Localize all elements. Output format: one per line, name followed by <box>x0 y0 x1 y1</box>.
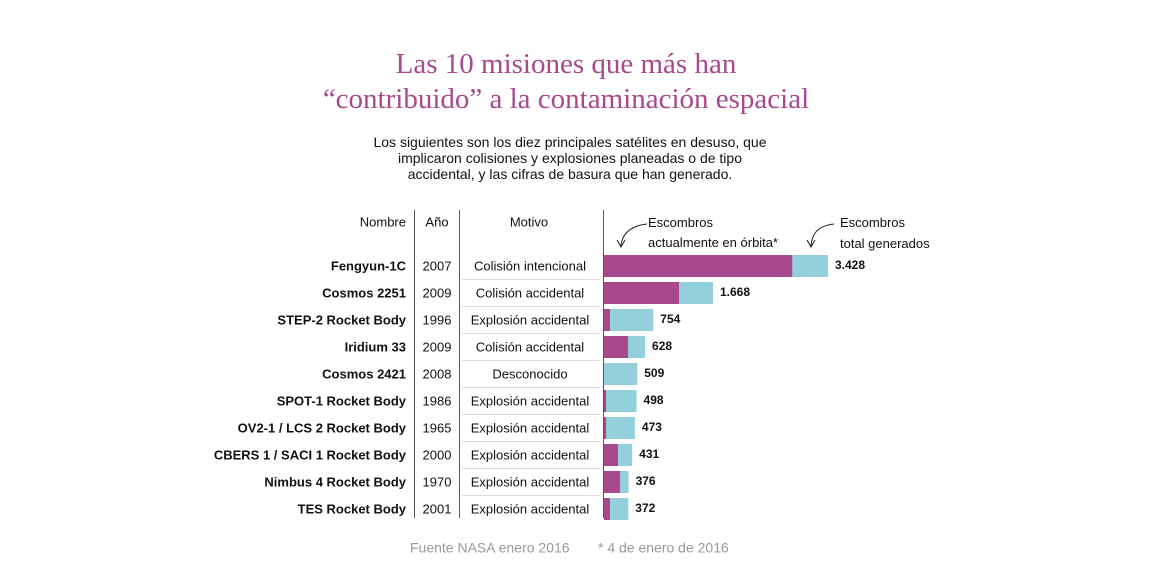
row-name: Nimbus 4 Rocket Body <box>264 474 406 489</box>
row-name: Iridium 33 <box>345 339 406 354</box>
value-label: 372 <box>635 501 655 515</box>
row-year: 2001 <box>423 501 452 516</box>
row-motive: Explosión accidental <box>471 474 590 489</box>
row-motive: Explosión accidental <box>471 447 590 462</box>
row-year: 2000 <box>423 447 452 462</box>
row-year: 2009 <box>423 285 452 300</box>
row-year: 2008 <box>423 366 452 381</box>
value-label: 498 <box>644 393 664 407</box>
row-name: Fengyun-1C <box>331 258 407 273</box>
row-motive: Explosión accidental <box>471 312 590 327</box>
bar <box>604 417 607 439</box>
legend-arrow <box>806 223 835 249</box>
row-motive: Explosión accidental <box>471 501 590 516</box>
row-name: Cosmos 2251 <box>322 285 406 300</box>
row-name: TES Rocket Body <box>298 501 407 516</box>
chart-subtitle: Los siguientes son los diez principales … <box>373 134 766 182</box>
column-header: Año <box>425 214 448 229</box>
value-label: 509 <box>644 366 664 380</box>
row-motive: Colisión accidental <box>476 285 585 300</box>
value-label: 3.428 <box>835 258 865 272</box>
footer-note: * 4 de enero de 2016 <box>598 540 729 556</box>
row-year: 1970 <box>423 474 452 489</box>
row-motive: Desconocido <box>492 366 567 381</box>
value-label: 473 <box>642 420 662 434</box>
row-motive: Explosión accidental <box>471 420 590 435</box>
bar <box>604 390 637 412</box>
value-label: 431 <box>639 447 659 461</box>
row-name: OV2-1 / LCS 2 Rocket Body <box>238 420 407 435</box>
row-year: 1996 <box>423 312 452 327</box>
value-label: 754 <box>660 312 680 326</box>
row-motive: Colisión intencional <box>474 258 586 273</box>
row-year: 2009 <box>423 339 452 354</box>
row-name: STEP-2 Rocket Body <box>277 312 406 327</box>
bar <box>604 498 629 520</box>
chart-title: Las 10 misiones que más han “contribuido”… <box>323 48 809 115</box>
column-header: Nombre <box>360 214 406 229</box>
row-year: 1965 <box>423 420 452 435</box>
bar <box>604 471 621 493</box>
footer-source: Fuente NASA enero 2016 <box>410 540 570 556</box>
bar <box>604 417 635 439</box>
bar <box>604 282 680 304</box>
row-name: CBERS 1 / SACI 1 Rocket Body <box>214 447 407 462</box>
bar <box>604 309 611 331</box>
bar <box>604 444 618 466</box>
row-name: Cosmos 2421 <box>322 366 406 381</box>
legend-arrow <box>616 223 648 249</box>
bar <box>604 390 607 412</box>
row-motive: Colisión accidental <box>476 339 585 354</box>
legend-label: Escombros actualmente en órbita* <box>648 215 778 250</box>
value-label: 376 <box>636 474 656 488</box>
row-name: SPOT-1 Rocket Body <box>277 393 407 408</box>
bar <box>604 336 628 358</box>
column-header: Motivo <box>510 214 548 229</box>
row-year: 1986 <box>423 393 452 408</box>
value-label: 628 <box>652 339 672 353</box>
bar <box>604 309 654 331</box>
legend-label: Escombros total generados <box>840 215 930 251</box>
bar <box>604 363 638 385</box>
row-motive: Explosión accidental <box>471 393 590 408</box>
value-label: 1.668 <box>720 285 750 299</box>
row-year: 2007 <box>423 258 452 273</box>
bar <box>604 255 793 277</box>
bar <box>604 498 611 520</box>
